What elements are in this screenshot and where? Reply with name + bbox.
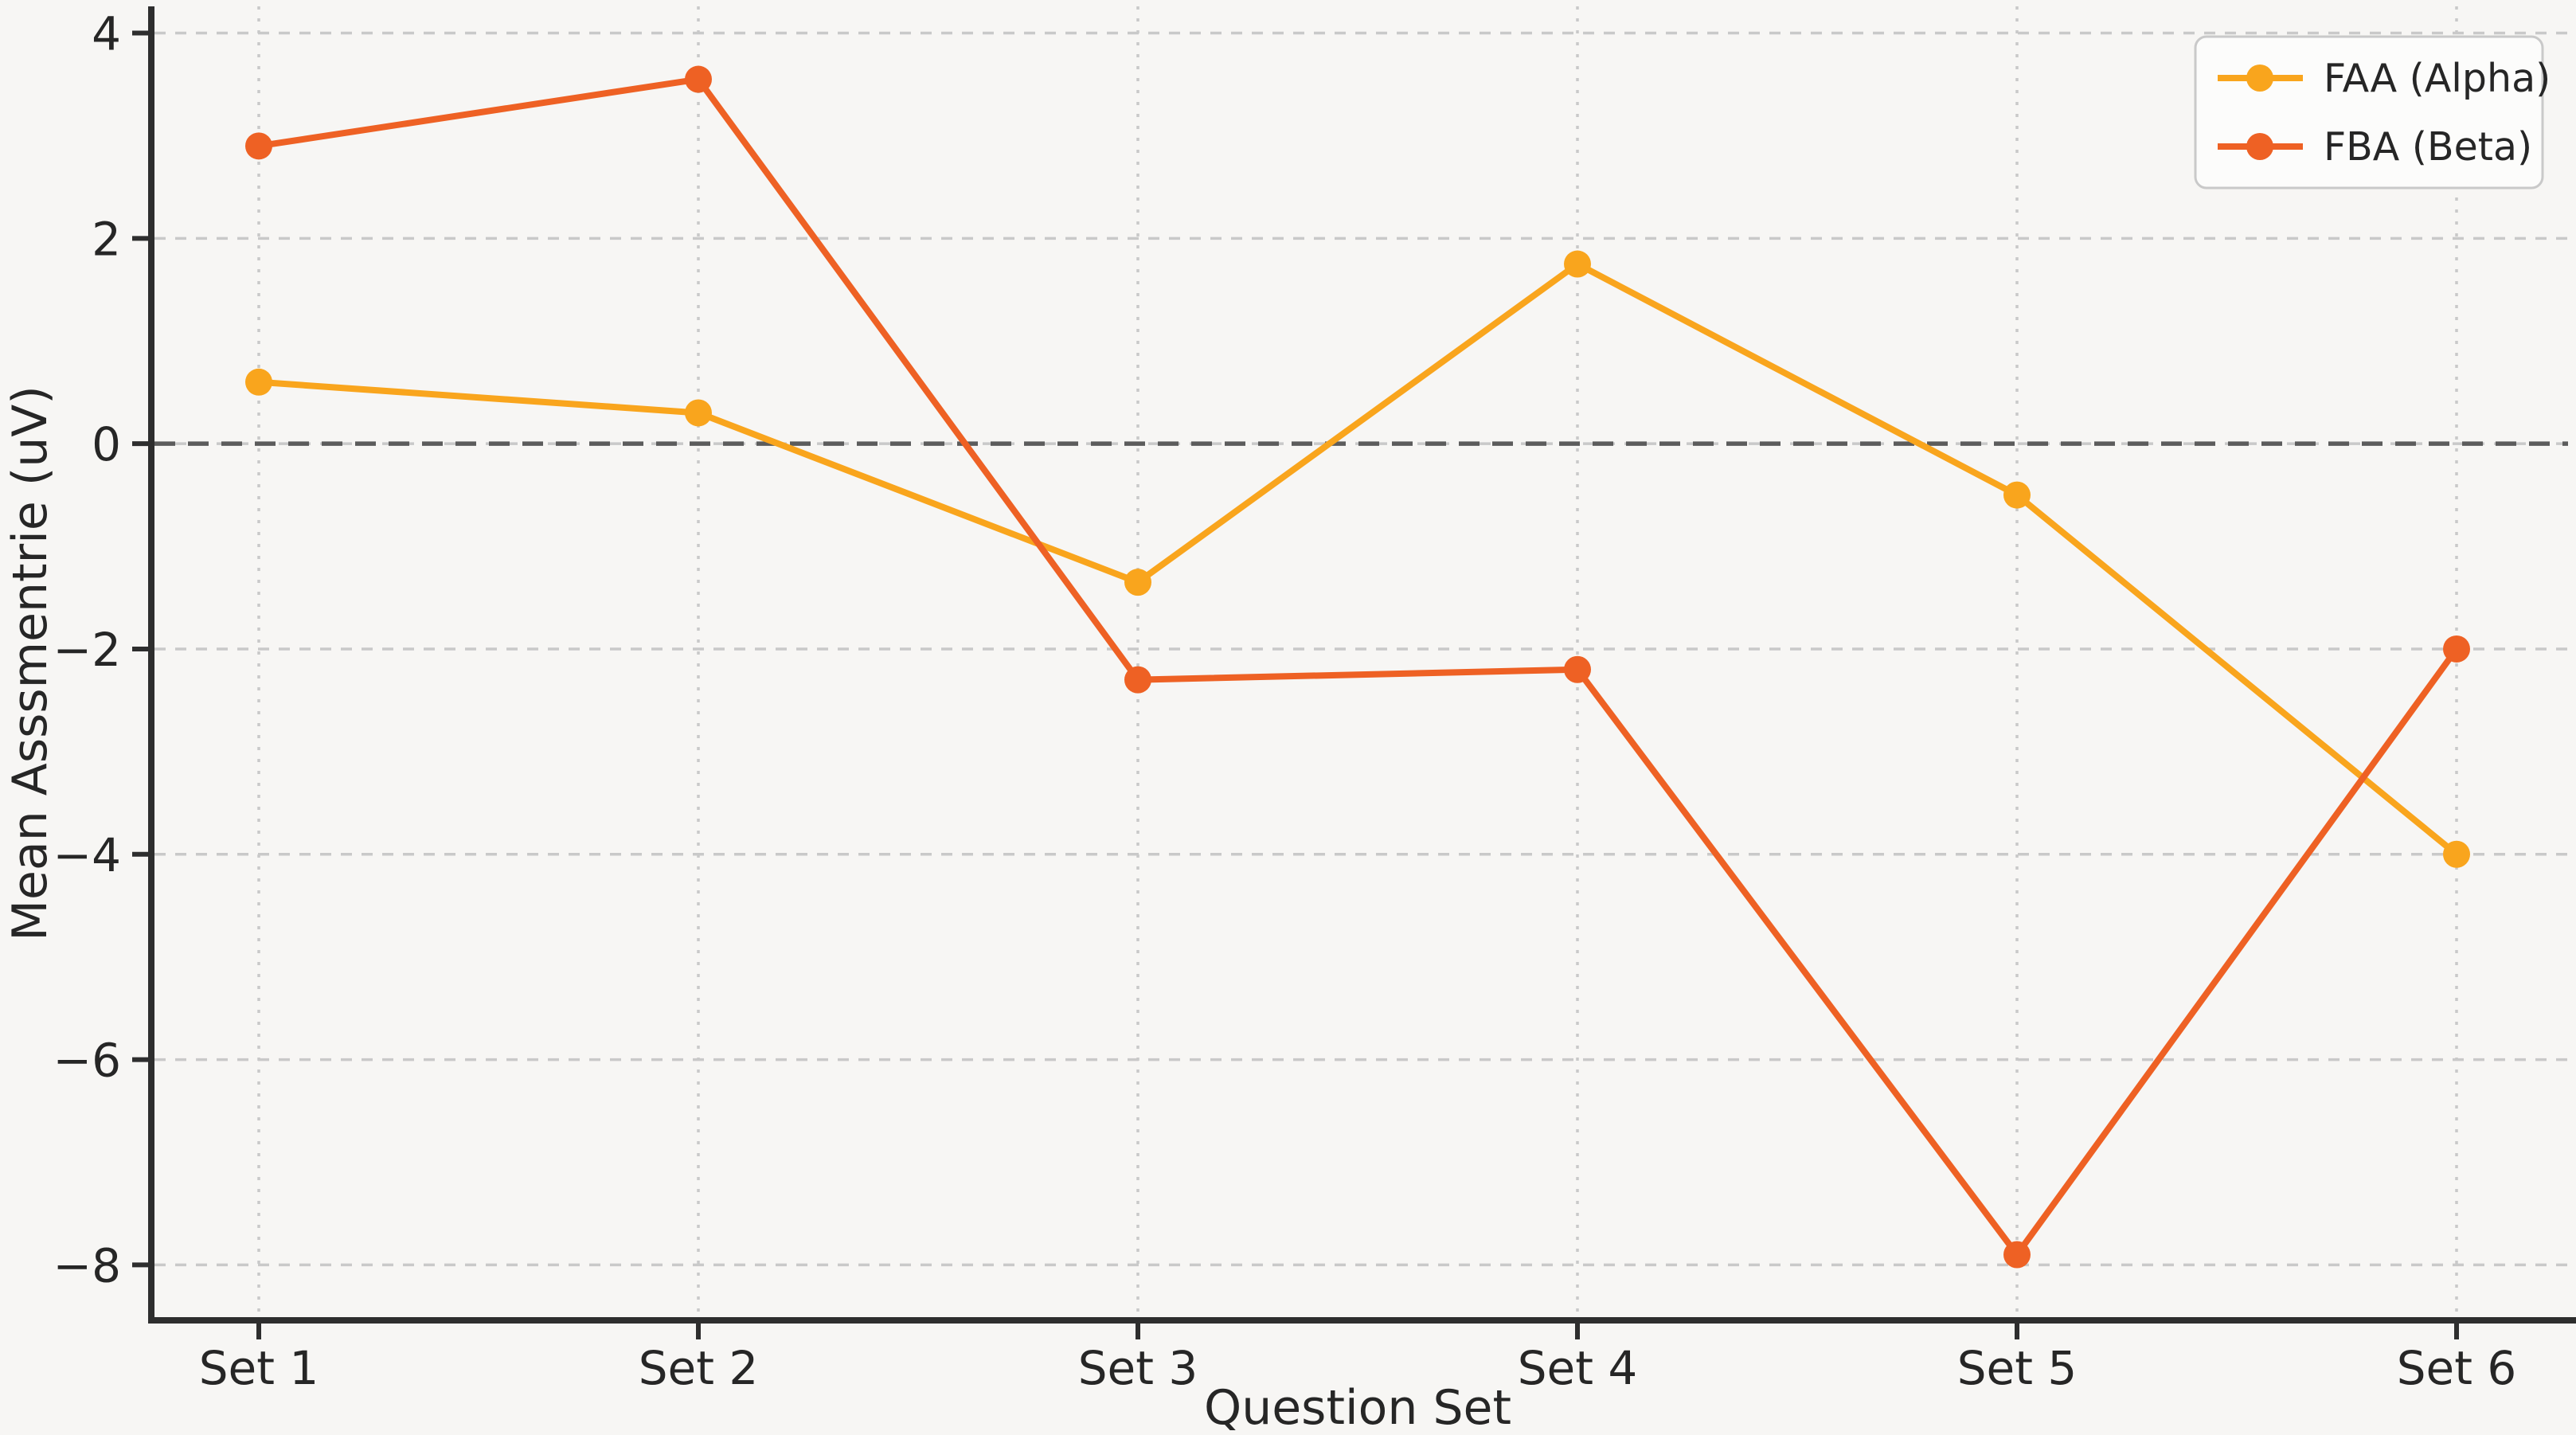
y-tick-label: −8 [53, 1238, 122, 1292]
vertical-gridlines [257, 6, 2458, 1317]
x-tick-label: Set 6 [2397, 1341, 2517, 1395]
legend-marker-dot [2246, 65, 2273, 92]
data-point-marker [1124, 569, 1151, 596]
data-point-marker [1124, 666, 1151, 694]
data-point-marker [245, 368, 272, 396]
x-axis-title: Question Set [1204, 1380, 1511, 1435]
legend: FAA (Alpha) FBA (Beta) [2194, 35, 2551, 190]
y-tick-label: 0 [92, 417, 121, 471]
data-point-marker [245, 132, 272, 160]
legend-item-fba-beta: FBA (Beta) [2218, 124, 2532, 170]
y-axis-title: Mean Asssmentrie (uV) [2, 385, 58, 941]
y-tick-label: 4 [92, 7, 121, 61]
y-tick-label: −6 [53, 1034, 122, 1088]
data-series [245, 65, 2470, 1269]
x-tick-label: Set 3 [1078, 1341, 1198, 1395]
data-point-marker [2443, 840, 2470, 868]
data-point-marker [2003, 1241, 2031, 1269]
y-tick-label: −2 [53, 623, 122, 677]
x-tick-label: Set 5 [1957, 1341, 2078, 1395]
data-point-marker [685, 399, 712, 427]
data-point-marker [685, 65, 712, 93]
series-faa-alpha [245, 250, 2470, 868]
series-line-fba-beta [256, 76, 2460, 1258]
y-tick-label: 2 [92, 212, 121, 266]
data-point-marker [1564, 655, 1591, 683]
series-fba-beta [245, 65, 2470, 1269]
legend-box [2194, 35, 2544, 190]
data-point-marker [2003, 481, 2031, 509]
axis-spines [148, 6, 2576, 1324]
data-point-marker [1564, 250, 1591, 278]
legend-marker-dot [2246, 133, 2273, 160]
legend-label: FBA (Beta) [2324, 124, 2532, 170]
legend-label: FAA (Alpha) [2324, 56, 2551, 101]
y-axis-ticks: 4 2 0 −2 −4 −6 −8 [53, 7, 151, 1292]
x-tick-label: Set 1 [199, 1341, 319, 1395]
legend-item-faa-alpha: FAA (Alpha) [2218, 56, 2551, 101]
x-tick-label: Set 2 [639, 1341, 759, 1395]
series-line-faa-alpha [256, 260, 2460, 858]
y-tick-label: −4 [53, 828, 122, 882]
x-tick-label: Set 4 [1518, 1341, 1638, 1395]
x-axis-ticks: Set 1 Set 2 Set 3 Set 4 Set 5 Set 6 [199, 1320, 2517, 1395]
data-point-marker [2443, 635, 2470, 663]
